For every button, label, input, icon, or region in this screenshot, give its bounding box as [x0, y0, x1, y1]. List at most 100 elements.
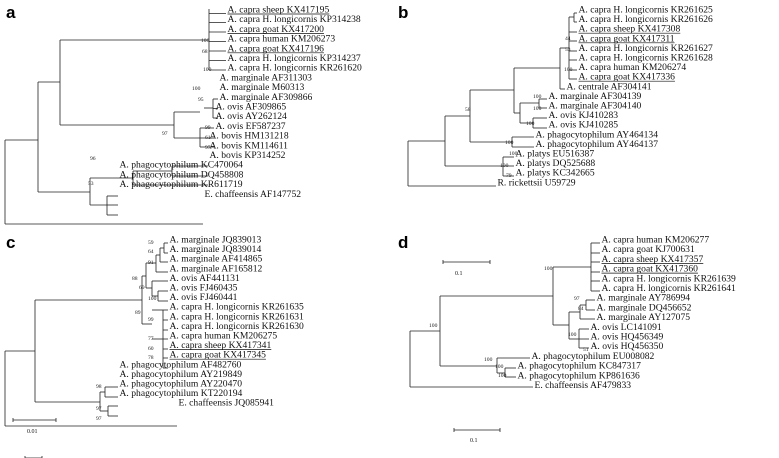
bootstrap-value: 100: [505, 140, 514, 146]
taxon-label: A. ovis EF587237: [216, 121, 286, 132]
taxon-label: A. capra human KM206273: [228, 34, 336, 45]
taxon-label: A. ovis AF309865: [216, 102, 287, 113]
taxon-label: A. ovis KJ410283: [549, 110, 619, 121]
taxon-label: A. capra goat KX417196: [228, 43, 325, 54]
taxon-label: A. phagocytophilum AY220470: [120, 379, 243, 390]
taxon-label: A. capra H. longicornis KR261620: [228, 63, 362, 74]
panel-letter-c: c: [6, 233, 15, 252]
taxon-label: A. ovis FJ460441: [170, 292, 238, 303]
bootstrap-value: 100: [526, 121, 535, 127]
taxon-label: A. ovis HQ456350: [591, 341, 664, 352]
taxon-label: A. phagocytophilum KC847317: [518, 361, 642, 372]
taxon-label: A. capra goat KX417345: [170, 350, 267, 361]
scale-bar-label: 0.1: [470, 438, 478, 444]
bootstrap-value: 100: [544, 266, 553, 272]
taxon-label: A. ovis FJ460435: [170, 283, 238, 294]
taxon-label: A. marginale AF304140: [549, 101, 642, 112]
bootstrap-value: 53: [565, 47, 571, 53]
bootstrap-value: 91: [148, 260, 154, 266]
taxon-label: A. capra H. longicornis KR261639: [602, 273, 736, 284]
taxon-label: A. capra H. longicornis KR261625: [579, 5, 713, 16]
taxon-label: A. capra H. longicornis KR261630: [170, 321, 304, 332]
bootstrap-value: 100: [568, 332, 577, 338]
taxon-label: A. capra human KM206274: [579, 62, 687, 73]
bootstrap-value: 97: [96, 416, 102, 422]
bootstrap-value: 100: [429, 323, 438, 329]
taxon-label: A. ovis KJ410285: [549, 120, 619, 131]
taxon-label: A. capra sheep KX417195: [228, 5, 330, 16]
taxon-label: A. bovis HM131218: [210, 131, 289, 142]
bootstrap-value: 100: [564, 67, 573, 73]
bootstrap-value: 100: [500, 163, 509, 169]
taxon-label: A. capra H. longicornis KR261628: [579, 53, 713, 64]
taxon-label: A. phagocytophilum KR611719: [120, 179, 243, 190]
taxon-label: A. ovis AF441131: [170, 273, 240, 284]
bootstrap-value: 97: [96, 406, 102, 412]
taxon-label: E. chaffeensis AF147752: [205, 189, 302, 200]
bootstrap-value: 95: [198, 97, 204, 103]
bootstrap-value: 44: [565, 36, 571, 42]
panel-letter-b: b: [398, 3, 408, 22]
scale-bar: [12, 418, 57, 422]
taxon-label: A. marginale JQ839014: [170, 244, 262, 255]
bootstrap-value: 59: [148, 240, 154, 246]
bootstrap-value: 79: [506, 173, 512, 179]
taxon-label: A. capra sheep KX417357: [602, 254, 704, 265]
taxon-label: A. phagocytophilum KC470064: [120, 160, 244, 171]
bootstrap-value: 100: [201, 38, 210, 44]
panel-letter-d: d: [398, 233, 408, 252]
bootstrap-value: 96: [90, 156, 96, 162]
taxon-label: A. marginale AF414865: [170, 254, 263, 265]
bootstrap-value: 58: [465, 107, 471, 113]
scale-bar: [442, 260, 491, 264]
taxon-label: A. phagocytophilum AF482760: [120, 359, 242, 370]
taxon-label: A. ovis HQ456349: [591, 332, 664, 343]
panel-letter-a: a: [6, 3, 16, 22]
taxon-label: A. capra H. longicornis KR261641: [602, 283, 736, 294]
taxon-label: A. platys KC342665: [516, 168, 595, 179]
bootstrap-value: 69: [139, 285, 145, 291]
bootstrap-value: 77: [148, 336, 154, 342]
taxon-label: A. phagocytophilum AY464137: [536, 139, 659, 150]
bootstrap-value: 97: [162, 131, 168, 137]
taxon-label: A. marginale AF165812: [170, 263, 263, 274]
taxon-label: A. capra H. longicornis KP314237: [228, 53, 361, 64]
taxon-label: A. marginale JQ839013: [170, 235, 262, 246]
bootstrap-value: 64: [148, 249, 154, 255]
taxon-label: A. centrale AF304141: [567, 81, 652, 92]
bootstrap-value: 53: [88, 181, 94, 187]
bootstrap-value: 100: [533, 94, 542, 100]
taxon-label: A. capra goat KX417311: [579, 33, 675, 44]
taxon-label: A. capra H. longicornis KR261635: [170, 302, 304, 313]
taxon-label: A. ovis AY262124: [216, 111, 288, 122]
taxon-label: A. capra H. longicornis KR261627: [579, 43, 713, 54]
scale-bar-label: 0.1: [455, 271, 463, 277]
bootstrap-value: 97: [574, 296, 580, 302]
scale-bar: [24, 456, 43, 458]
taxon-label: A. marginale AF309866: [220, 92, 313, 103]
taxon-label: A. marginale AY786994: [597, 293, 691, 304]
bootstrap-value: 89: [135, 310, 141, 316]
taxon-label: A. capra H. longicornis KR261626: [579, 14, 713, 25]
taxon-label: A. capra goat KX417360: [602, 264, 699, 275]
taxon-label: E. chaffeensis AF479833: [535, 380, 632, 391]
taxon-label: A. capra human KM206275: [170, 331, 278, 342]
bootstrap-value: 61: [205, 135, 211, 141]
bootstrap-value: 100: [484, 357, 493, 363]
taxon-label: A. marginale DQ456652: [597, 302, 692, 313]
scale-bar-label: 0.01: [27, 429, 38, 435]
taxon-label: A. phagocytophilum AY219849: [120, 369, 243, 380]
taxon-label: A. marginale M60313: [220, 82, 305, 93]
bootstrap-value: 98: [96, 384, 102, 390]
bootstrap-value: 100: [192, 86, 201, 92]
taxon-label: A. bovis KP314252: [210, 150, 286, 161]
bootstrap-value: 68: [202, 49, 208, 55]
taxon-label: A. platys EU516387: [516, 149, 595, 160]
taxon-label: A. capra H. longicornis KP314238: [228, 14, 361, 25]
bootstrap-value: 100: [509, 151, 518, 157]
